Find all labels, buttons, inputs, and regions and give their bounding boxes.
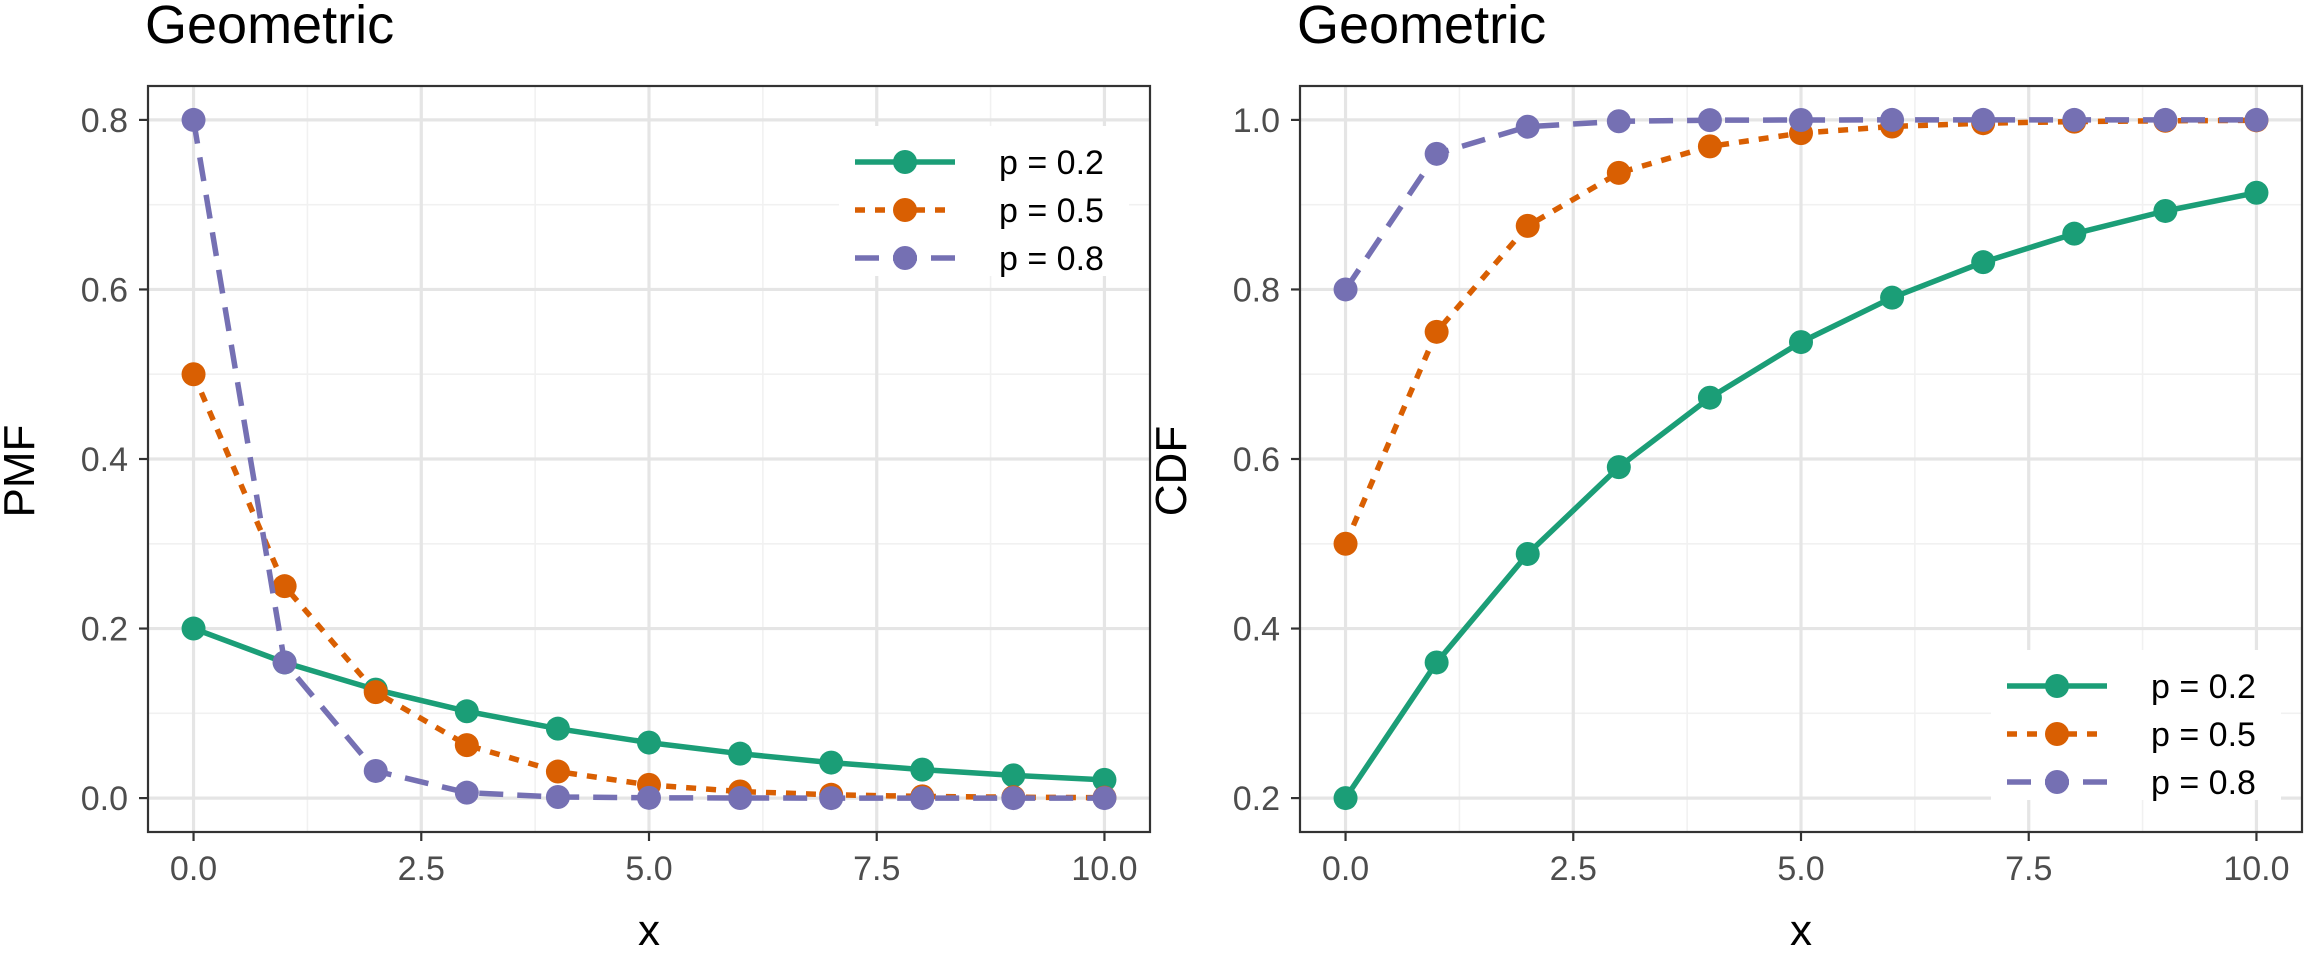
chart-0-x-axis-label: x: [638, 906, 660, 955]
chart-0-series-0-point: [545, 716, 570, 741]
chart-0-y-tick-label: 0.0: [81, 780, 128, 818]
chart-1-series-0-point: [1333, 786, 1358, 811]
chart-1-series-0-point: [1789, 330, 1813, 355]
chart-0-legend-key-0-point: [893, 150, 917, 174]
chart-0-series-0-point: [1092, 767, 1117, 792]
chart-0-series-1-point: [454, 733, 479, 758]
chart-0-y-tick-label: 0.8: [81, 102, 128, 140]
chart-1-series-0-point: [1697, 385, 1722, 410]
chart-1-series-2-point: [1515, 114, 1540, 139]
chart-1-series-2-point: [1971, 107, 1996, 132]
chart-1-legend: p = 0.2 p = 0.5 p = 0.8: [1991, 650, 2281, 802]
chart-1-series-0-point: [1606, 455, 1631, 480]
chart-1-y-tick-label: 0.8: [1233, 271, 1280, 309]
chart-0-legend-label-0: p = 0.2: [999, 144, 1104, 182]
chart-1-series-1-point: [1515, 213, 1540, 238]
chart-0-series-1-point: [363, 680, 388, 705]
chart-0-y-tick-label: 0.2: [81, 611, 128, 649]
chart-0-series-2-point: [728, 786, 753, 811]
chart-0-series-2-point: [637, 785, 661, 810]
chart-1-series-2-point: [1697, 108, 1722, 133]
chart-1-legend-background: [1991, 650, 2281, 800]
chart-0-y-axis-label: PMF: [0, 425, 44, 518]
chart-0-series-2-point: [454, 780, 479, 805]
chart-1-series-1-point: [1697, 134, 1722, 159]
chart-1-legend-label-1: p = 0.5: [2151, 716, 2256, 754]
chart-0-x-tick-label: 0.0: [170, 850, 217, 888]
chart-0-x-tick-label: 5.0: [625, 850, 672, 888]
chart-1-y-tick-label: 0.6: [1233, 441, 1280, 479]
chart-1-series-0-point: [1880, 285, 1905, 310]
chart-1-x-tick-label: 10.0: [2223, 850, 2289, 888]
chart-1-series-0-point: [1515, 541, 1540, 566]
chart-0-series-2-point: [272, 650, 297, 675]
chart-0-series-0-point: [181, 616, 206, 641]
chart-1-legend-key-0-point: [2045, 674, 2069, 698]
chart-1-series-2-point: [1333, 277, 1358, 302]
chart-0-legend-key-2-point: [893, 246, 917, 270]
chart-1-title: Geometric: [1297, 0, 1546, 55]
chart-1-legend-key-1-point: [2045, 722, 2069, 746]
chart-1-series-1-point: [1424, 319, 1449, 344]
chart-1-x-tick-label: 7.5: [2005, 850, 2052, 888]
chart-1-y-tick-label: 0.2: [1233, 780, 1280, 818]
chart-1-legend-label-2: p = 0.8: [2151, 764, 2256, 802]
chart-0-y-tick-label: 0.4: [81, 441, 128, 479]
chart-1-x-tick-label: 0.0: [1322, 850, 1369, 888]
chart-0-series-2-point: [1001, 786, 1026, 811]
chart-0-series-1-point: [545, 759, 570, 784]
chart-1-legend-key-2-point: [2045, 770, 2069, 794]
pmf-panel: 0.0 2.5 5.0 7.5 10.0 0.0 0.2 0.4 0.6 0.8 Geometric…: [0, 0, 1152, 955]
chart-1-series-2-point: [1606, 109, 1631, 134]
cdf-panel: 0.0 2.5 5.0 7.5 10.0 0.2 0.4 0.6 0.8 1.0 Geometric…: [1147, 0, 2304, 955]
chart-1-x-tick-label: 5.0: [1777, 850, 1824, 888]
chart-0-legend: p = 0.2 p = 0.5 p = 0.8: [839, 126, 1129, 278]
chart-1-series-0-point: [2062, 221, 2087, 246]
chart-0-series-0-point: [728, 741, 753, 766]
chart-1-series-0-point: [1971, 250, 1996, 275]
chart-1-series-0-point: [1424, 650, 1449, 675]
chart-1-series-2-point: [2062, 107, 2087, 132]
chart-0-title: Geometric: [145, 0, 394, 55]
chart-0-series-0-point: [819, 750, 844, 775]
chart-0-x-tick-label: 10.0: [1071, 850, 1137, 888]
chart-1-legend-label-0: p = 0.2: [2151, 668, 2256, 706]
chart-0-series-0-point: [454, 699, 479, 724]
chart-0-series-1-point: [272, 574, 297, 599]
chart-1-series-2-point: [2244, 107, 2269, 132]
chart-0-series-0-point: [910, 757, 935, 782]
chart-0-x-tick-label: 7.5: [853, 850, 900, 888]
chart-0-legend-label-2: p = 0.8: [999, 240, 1104, 278]
chart-1-series-2-point: [1880, 107, 1905, 132]
chart-1-series-0-point: [2153, 198, 2178, 223]
chart-0-legend-label-1: p = 0.5: [999, 192, 1104, 230]
chart-0-legend-key-1-point: [893, 198, 917, 222]
chart-1-series-1-point: [1606, 160, 1631, 185]
chart-0-series-2-point: [1092, 786, 1117, 811]
chart-0-series-0-point: [1001, 763, 1026, 788]
chart-1-y-tick-label: 0.4: [1233, 611, 1280, 649]
chart-1-series-0-point: [2244, 180, 2269, 205]
chart-1-x-tick-label: 2.5: [1550, 850, 1597, 888]
chart-0-x-tick-label: 2.5: [398, 850, 445, 888]
chart-0-series-2-point: [363, 758, 388, 783]
chart-1-series-1-point: [1333, 531, 1358, 556]
chart-1-x-axis-label: x: [1790, 906, 1812, 955]
chart-0-y-tick-label: 0.6: [81, 271, 128, 309]
chart-1-y-axis-label: CDF: [1147, 426, 1196, 516]
chart-0-series-2-point: [545, 784, 570, 809]
chart-0-series-0-point: [637, 730, 661, 755]
chart-0-series-1-point: [181, 362, 206, 387]
chart-1-series-2-point: [2153, 107, 2178, 132]
chart-0-series-2-point: [819, 786, 844, 811]
chart-1-series-2-point: [1789, 107, 1813, 132]
chart-0-legend-background: [839, 126, 1129, 276]
chart-0-series-2-point: [910, 786, 935, 811]
chart-1-series-2-point: [1424, 141, 1449, 166]
chart-1-y-tick-label: 1.0: [1233, 102, 1280, 140]
chart-0-series-2-point: [181, 107, 206, 132]
